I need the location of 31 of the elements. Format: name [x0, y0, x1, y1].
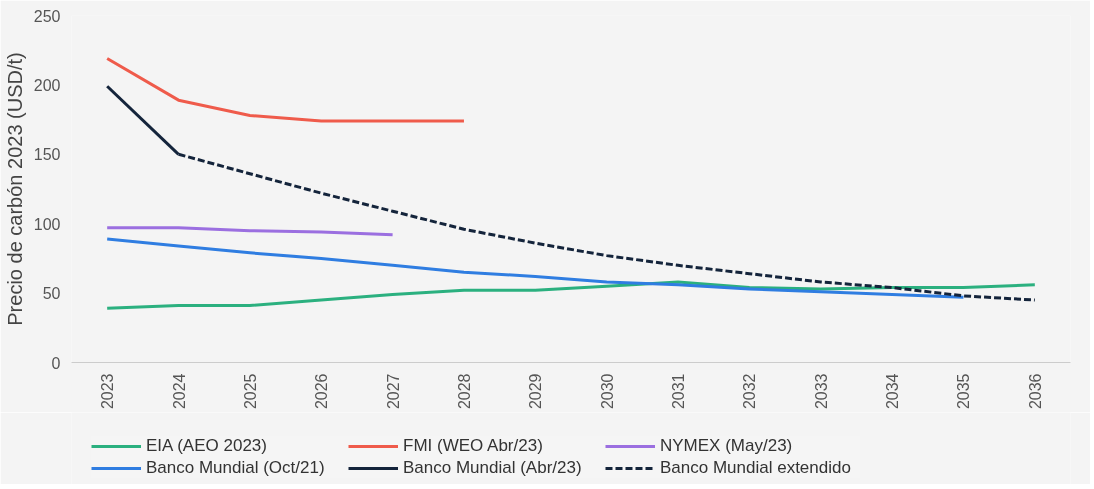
line-series	[105, 57, 466, 123]
legend-label: Banco Mundial (Oct/21)	[146, 458, 326, 478]
x-tick-label: 2035	[955, 373, 973, 410]
x-tick-label: 2025	[241, 373, 259, 410]
x-tick-label: 2024	[170, 373, 188, 410]
x-tick-label: 2028	[455, 373, 473, 410]
x-tick-label: 2031	[670, 373, 688, 410]
legend-label: FMI (WEO Abr/23)	[403, 436, 544, 456]
legend-label: Banco Mundial (Abr/23)	[403, 458, 583, 478]
x-tick-label: 2034	[884, 373, 902, 410]
y-tick-label: 150	[33, 146, 61, 164]
x-tick-label: 2029	[527, 373, 545, 410]
y-tick-label: 100	[33, 215, 61, 233]
x-tick-label: 2023	[99, 373, 117, 410]
y-tick-label: 200	[33, 76, 61, 94]
y-tick-label: 250	[33, 7, 61, 25]
x-tick-label: 2036	[1026, 373, 1044, 410]
y-tick-label: 50	[42, 285, 61, 303]
y-tick-label: 0	[51, 354, 61, 372]
line-series	[105, 226, 395, 237]
x-tick-label: 2033	[812, 373, 830, 410]
x-tick-label: 2032	[741, 373, 759, 410]
x-tick-label: 2030	[598, 373, 616, 410]
legend-label: NYMEX (May/23)	[660, 436, 794, 456]
legend-label: Banco Mundial extendido	[660, 458, 852, 478]
legend-label: EIA (AEO 2023)	[146, 436, 268, 456]
y-axis-title: Precio de carbón 2023 (USD/t)	[3, 52, 26, 326]
x-tick-label: 2026	[313, 373, 331, 410]
line-series	[105, 237, 965, 299]
x-tick-label: 2027	[384, 373, 402, 410]
line-series	[105, 280, 1037, 310]
